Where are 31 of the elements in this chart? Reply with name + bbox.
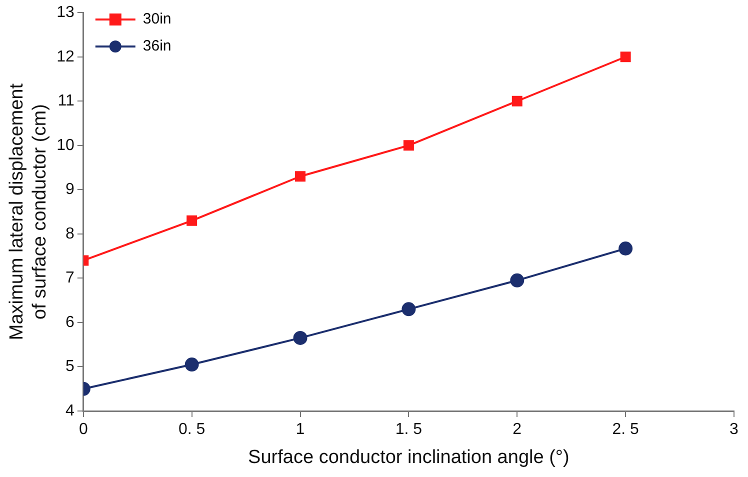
x-tick-label: 1 xyxy=(296,421,305,438)
y-tick-label: 7 xyxy=(65,270,74,287)
point xyxy=(403,140,414,151)
y-tick-label: 5 xyxy=(65,358,74,376)
legend-label: 36in xyxy=(142,38,172,55)
x-tick-label: 1. 5 xyxy=(395,421,422,438)
y-tick-label: 8 xyxy=(65,225,74,242)
point xyxy=(184,358,199,372)
point xyxy=(295,171,306,182)
y-tick-label: 6 xyxy=(65,314,74,331)
x-tick-label: 0. 5 xyxy=(178,421,206,438)
point xyxy=(512,96,522,106)
x-tick-label: 2 xyxy=(512,421,522,438)
x-tick-label: 0 xyxy=(78,421,88,438)
y-tick-label: 12 xyxy=(56,48,74,66)
point xyxy=(620,52,631,62)
x-axis-title: Surface conductor inclination angle (°) xyxy=(248,446,570,468)
point xyxy=(402,302,416,316)
point xyxy=(618,242,633,256)
x-tick-label: 3 xyxy=(730,421,739,438)
y-tick-label: 11 xyxy=(58,92,74,110)
legend-label: 30in xyxy=(142,10,172,28)
x-tick-label: 2. 5 xyxy=(612,421,640,438)
y-tick-label: 13 xyxy=(56,4,74,22)
point xyxy=(186,215,198,226)
point xyxy=(510,273,524,288)
y-tick-label: 4 xyxy=(65,402,74,420)
y-tick-label: 9 xyxy=(65,181,74,198)
y-tick-label: 10 xyxy=(56,136,74,154)
y-axis-title: Maximum lateral displacement of surface conductor (cm) xyxy=(6,82,50,340)
point xyxy=(293,330,308,345)
